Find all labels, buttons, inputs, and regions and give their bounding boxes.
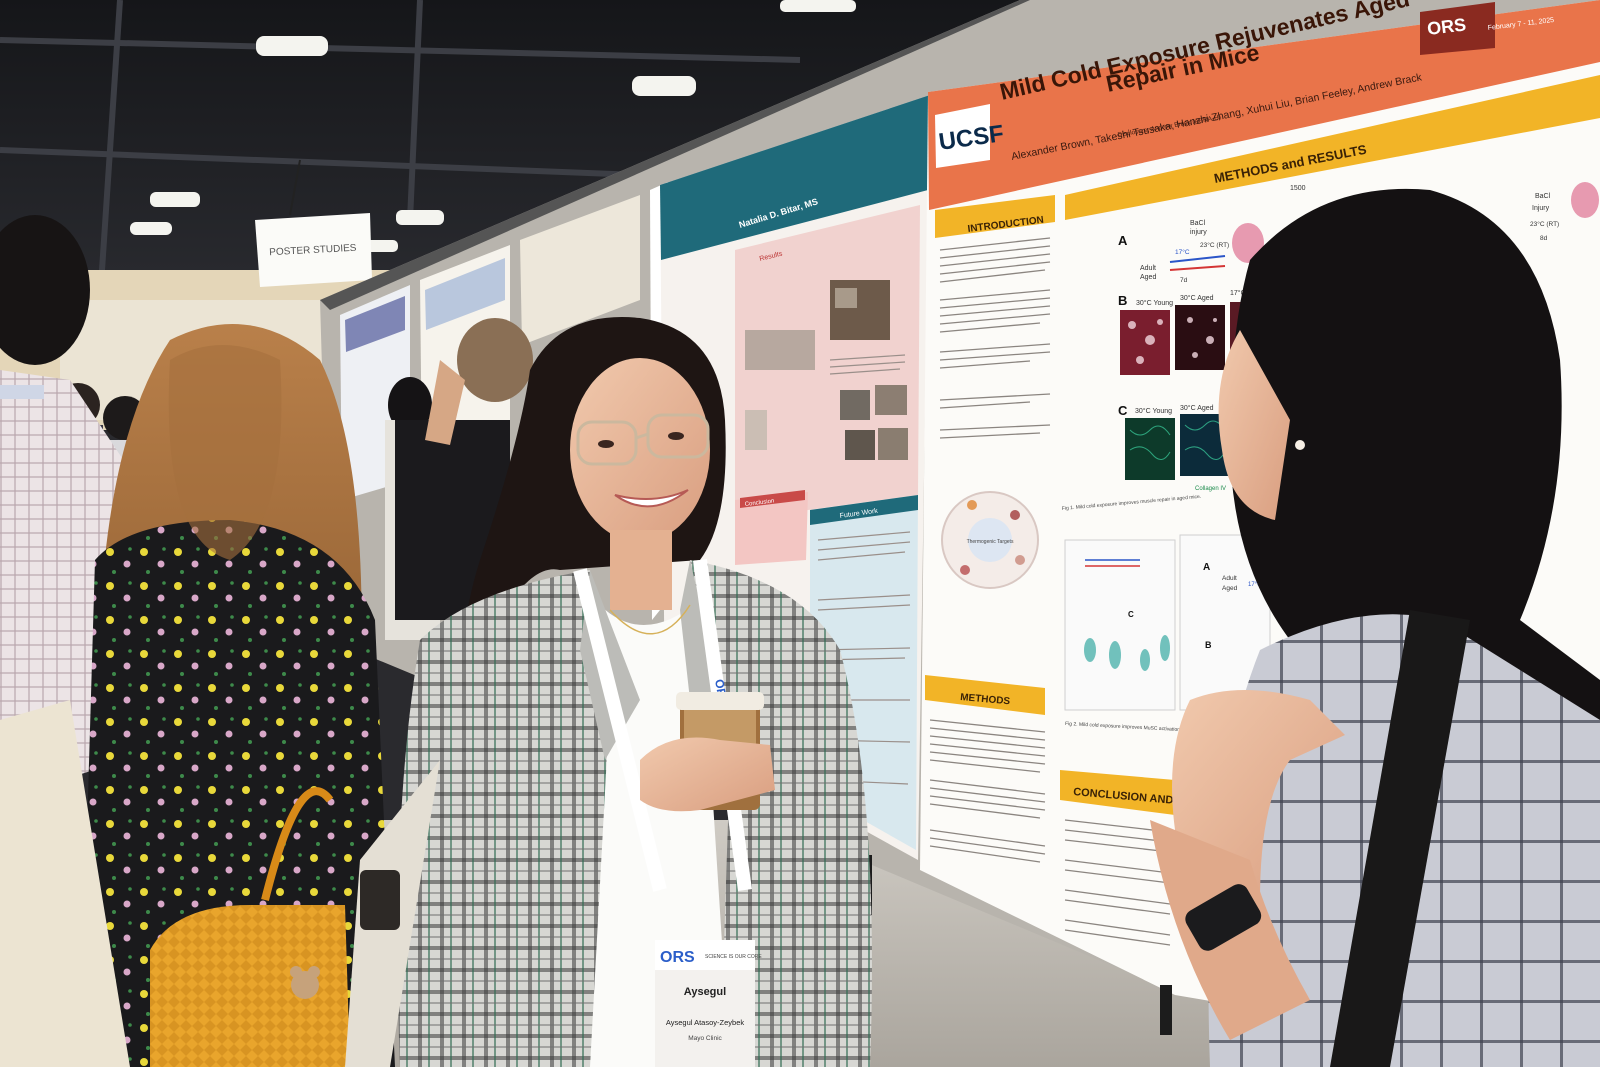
badge-full-name: Aysegul Atasoy-Zeybek [666, 1018, 744, 1027]
panel-right-bacl: BaCl [1535, 193, 1551, 200]
fig2-panel-a-label: A [1203, 562, 1210, 573]
ors-event-logo: ORS [1426, 14, 1467, 39]
panel-a-injury: injury [1190, 229, 1207, 236]
fig2-panel-c-label: C [1128, 610, 1134, 619]
panel-a-17c: 17°C [1175, 248, 1190, 256]
panel-b-young: 30°C Young [1136, 299, 1173, 307]
introduction-header [935, 195, 1055, 238]
axis-1500: 1500 [1290, 185, 1306, 192]
ceiling-lights [130, 0, 856, 252]
panel-b-label: B [1118, 293, 1127, 308]
panel-c-young: 30°C Young [1135, 407, 1172, 415]
badge-affiliation: Mayo Clinic [688, 1035, 722, 1042]
panel-a-bacl: BaCl [1190, 220, 1206, 227]
tote-bag [0, 700, 130, 1067]
panel-a-label: A [1118, 233, 1128, 248]
collagen-label: Collagen IV [1195, 486, 1226, 492]
panel-a-adult: Adult [1140, 265, 1156, 272]
person-center: ORS ORS SCIENCE IS OUR CORE Aysegul Ayse… [345, 317, 872, 1067]
hanging-sign: POSTER STUDIES [255, 159, 372, 287]
badge-org: ORS [660, 949, 695, 966]
panel-right-8d: 8d [1540, 235, 1548, 242]
panel-right-rt: 23°C (RT) [1530, 220, 1559, 228]
yellow-handbag [150, 787, 350, 1067]
thermogenic-label: Thermogenic Targets [967, 539, 1014, 545]
panel-right-injury: Injury [1532, 205, 1550, 212]
panel-c-label: C [1118, 403, 1128, 418]
fig2-aged: Aged [1222, 585, 1238, 592]
micrograph-b-aged [1175, 305, 1225, 370]
smartwatch [1185, 884, 1262, 951]
badge-tagline: SCIENCE IS OUR CORE [705, 954, 762, 960]
fig2-17c: 17°C [1248, 582, 1262, 588]
person-right-foreground [1150, 188, 1600, 1067]
panel-b-17: 17°C [1230, 289, 1246, 297]
conclusion-header [1060, 770, 1175, 815]
badge-first-name: Aysegul [684, 986, 726, 998]
methods-results-header [1065, 75, 1600, 220]
methods-header [925, 675, 1045, 715]
micrograph-c-young [1125, 418, 1175, 480]
panel-b-aged: 30°C Aged [1180, 294, 1214, 302]
ceiling-trusses [0, 0, 801, 301]
hanging-sign-text: POSTER STUDIES [269, 243, 357, 259]
methods-title: METHODS [960, 692, 1011, 707]
panel-a-23c: 23°C (RT) [1200, 241, 1229, 249]
fig2-panel-b-label: B [1205, 640, 1212, 650]
panel-a-aged: Aged [1140, 274, 1156, 281]
micrograph-b-young [1120, 310, 1170, 375]
panel-c-aged: 30°C Aged [1180, 404, 1214, 412]
left-poster-conclusion: Conclusion [745, 498, 775, 508]
panel-a-7d: 7d [1180, 277, 1188, 284]
fig2-adult: Adult [1222, 575, 1237, 582]
